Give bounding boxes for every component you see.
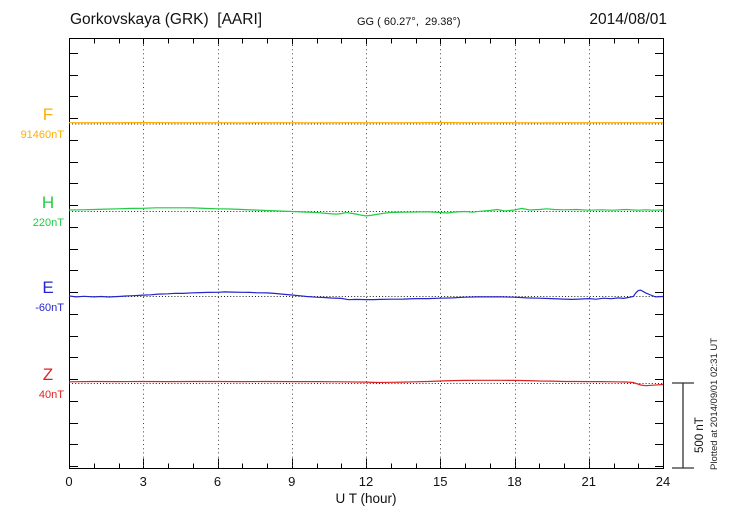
x-tick-label: 9 xyxy=(288,474,296,489)
x-axis-title: U T (hour) xyxy=(335,491,397,506)
series-label-h: H xyxy=(41,193,55,212)
series-baseline-value-z: 40nT xyxy=(38,389,64,401)
plotted-at-note: Plotted at 2014/09/01 02:31 UT xyxy=(709,337,720,470)
series-baseline-value-e: -60nT xyxy=(35,302,64,314)
x-tick-label: 18 xyxy=(507,474,522,489)
x-tick-label: 12 xyxy=(358,474,374,489)
x-tick-label: 6 xyxy=(213,474,222,489)
x-tick-label: 24 xyxy=(655,474,671,489)
station-title: Gorkovskaya (GRK) [AARI] xyxy=(70,11,263,28)
geographic-coords: GG ( 60.27°, 29.38°) xyxy=(357,16,461,28)
x-tick-label: 3 xyxy=(139,474,147,489)
plot-date: 2014/08/01 xyxy=(589,11,667,28)
series-label-f: F xyxy=(42,105,54,124)
series-baseline-value-f: 91460nT xyxy=(20,129,64,141)
series-label-e: E xyxy=(42,278,54,297)
x-tick-label: 0 xyxy=(65,474,73,489)
series-baseline-value-h: 220nT xyxy=(32,217,64,229)
series-label-z: Z xyxy=(42,365,54,384)
scale-bar-label: 500 nT xyxy=(694,417,706,453)
x-tick-label: 21 xyxy=(581,474,596,489)
x-tick-label: 15 xyxy=(433,474,448,489)
